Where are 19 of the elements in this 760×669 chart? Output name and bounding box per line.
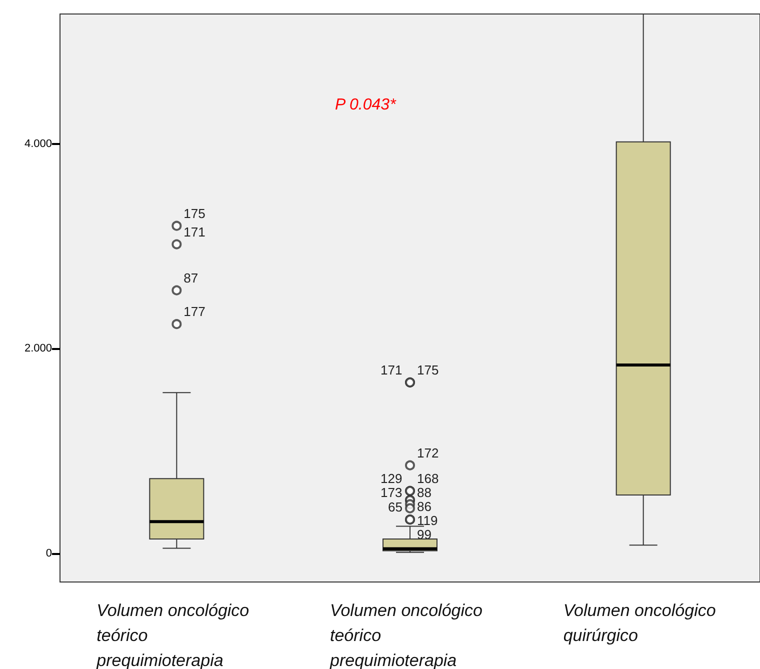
annotation: 172: [417, 445, 439, 460]
annotation: 173: [380, 484, 402, 500]
annotation: 129: [380, 470, 402, 486]
annotation: P 0.043*: [335, 96, 397, 114]
annotation: 86: [417, 498, 432, 514]
annotation: 87: [184, 270, 198, 286]
annotation: 88: [417, 484, 432, 500]
annotation: 171: [380, 362, 402, 378]
x-tick-label: Volumen oncológico quirúrgico: [563, 601, 721, 645]
annotation: 65: [388, 500, 402, 515]
y-tick-label: 0: [46, 547, 52, 560]
annotation: 177: [184, 304, 206, 320]
annotation: 175: [184, 206, 206, 221]
annotation: 168: [417, 470, 439, 486]
annotation: 119: [417, 512, 438, 528]
annotation: 175: [417, 362, 439, 378]
y-tick-label: 2.000: [24, 342, 52, 355]
annotation: 171: [184, 224, 206, 240]
y-tick-label: 4.000: [24, 138, 52, 150]
